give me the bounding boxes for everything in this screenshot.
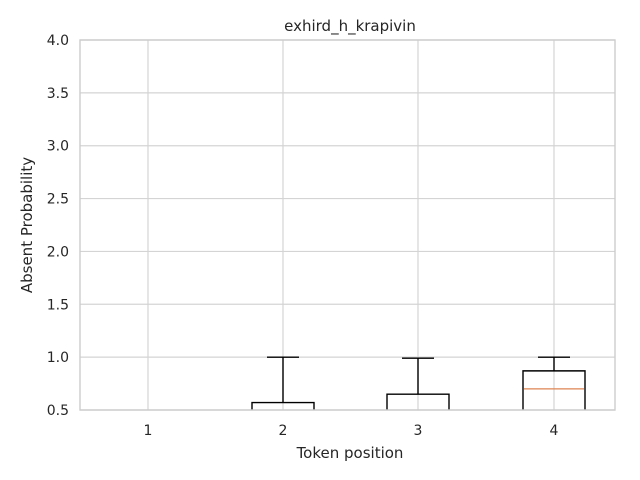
x-tick-label: 2 xyxy=(279,423,288,439)
x-tick-label: 3 xyxy=(414,423,423,439)
box-group-4 xyxy=(522,356,586,410)
y-axis-label: Absent Probability xyxy=(18,157,36,293)
chart-title: exhird_h_krapivin xyxy=(284,17,416,36)
y-tick-label: 1.0 xyxy=(47,350,69,366)
y-tick-label: 4.0 xyxy=(47,33,69,49)
box-group-2 xyxy=(251,356,315,410)
x-tick-labels: 1 2 3 4 xyxy=(144,423,559,439)
x-tick-label: 4 xyxy=(550,423,559,439)
box-elements xyxy=(251,356,586,410)
plot-frame xyxy=(79,39,616,411)
y-tick-label: 2.0 xyxy=(47,244,69,260)
y-tick-label: 0.5 xyxy=(47,403,69,419)
y-tick-label: 3.0 xyxy=(47,139,69,155)
x-tick-label: 1 xyxy=(144,423,153,439)
y-tick-labels: 0.5 1.0 1.5 2.0 2.5 3.0 3.5 4.0 xyxy=(47,33,69,419)
y-tick-label: 2.5 xyxy=(47,192,69,208)
box-group-3 xyxy=(386,357,450,410)
grid-lines xyxy=(80,39,615,411)
x-axis-label: Token position xyxy=(296,444,404,462)
y-tick-label: 1.5 xyxy=(47,297,69,313)
y-tick-label: 3.5 xyxy=(47,86,69,102)
